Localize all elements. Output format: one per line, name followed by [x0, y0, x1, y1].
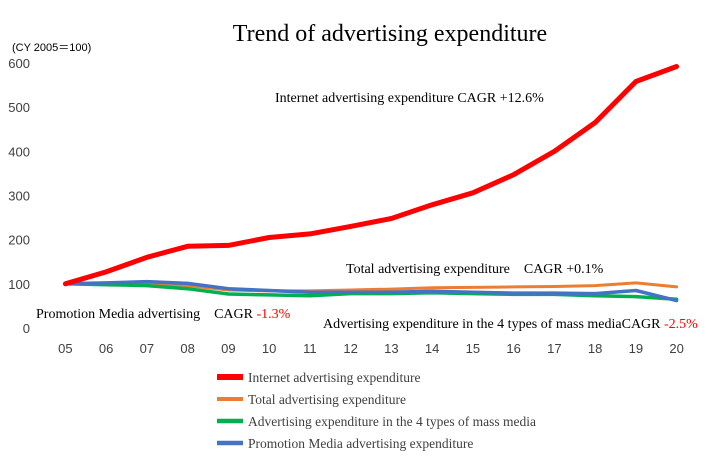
- x-tick-label: 05: [58, 341, 72, 356]
- y-axis: 0 100 200 300 400 500 600: [8, 56, 30, 336]
- y-tick-label: 200: [8, 233, 30, 248]
- x-tick-label: 16: [506, 341, 520, 356]
- series-line-1: [62, 64, 680, 287]
- series-lines: [62, 64, 680, 303]
- x-tick-label: 19: [629, 341, 643, 356]
- annotation-promotion-text: Promotion Media advertising CAGR: [36, 307, 257, 322]
- series-line-2: [63, 281, 679, 293]
- annotation-mass-media-text: Advertising expenditure in the 4 types o…: [323, 317, 664, 332]
- x-tick-label: 13: [384, 341, 398, 356]
- y-axis-unit-label: (CY 2005＝100): [12, 42, 91, 54]
- x-tick-label: 07: [140, 341, 154, 356]
- chart-title: Trend of advertising expenditure: [233, 21, 547, 47]
- legend-label: Total advertising expenditure: [248, 392, 406, 407]
- x-tick-label: 11: [303, 341, 317, 356]
- legend-label: Advertising expenditure in the 4 types o…: [248, 414, 536, 429]
- x-tick-label: 14: [425, 341, 439, 356]
- x-tick-label: 06: [99, 341, 113, 356]
- y-tick-label: 300: [8, 189, 30, 204]
- x-tick-label: 12: [343, 341, 357, 356]
- x-tick-label: 09: [221, 341, 235, 356]
- legend-label: Internet advertising expenditure: [248, 370, 420, 385]
- y-tick-label: 400: [8, 144, 30, 159]
- annotation-internet-cagr: Internet advertising expenditure CAGR +1…: [275, 91, 544, 106]
- x-tick-label: 10: [262, 341, 276, 356]
- annotation-mass-media-value: -2.5%: [664, 317, 698, 332]
- x-tick-label: 17: [547, 341, 561, 356]
- series-line-4: [63, 279, 679, 303]
- x-tick-label: 20: [669, 341, 683, 356]
- legend-label: Promotion Media advertising expenditure: [248, 436, 473, 451]
- legend: Internet advertising expenditure Total ad…: [217, 370, 536, 451]
- x-tick-label: 15: [466, 341, 480, 356]
- y-tick-label: 500: [8, 100, 30, 115]
- annotation-promotion-cagr: Promotion Media advertising CAGR -1.3%: [36, 307, 291, 322]
- y-tick-label: 100: [8, 277, 30, 292]
- annotation-promotion-value: -1.3%: [257, 307, 291, 322]
- x-tick-label: 08: [180, 341, 194, 356]
- y-tick-label: 600: [8, 56, 30, 71]
- y-tick-label: 0: [23, 321, 30, 336]
- annotation-total-cagr: Total advertising expenditure CAGR +0.1%: [346, 262, 604, 277]
- x-axis: 05 06 07 08 09 10 11 12 13 14 15 16 17 18 19 20: [58, 341, 684, 356]
- annotation-mass-media-cagr: Advertising expenditure in the 4 types o…: [323, 317, 698, 332]
- x-tick-label: 18: [588, 341, 602, 356]
